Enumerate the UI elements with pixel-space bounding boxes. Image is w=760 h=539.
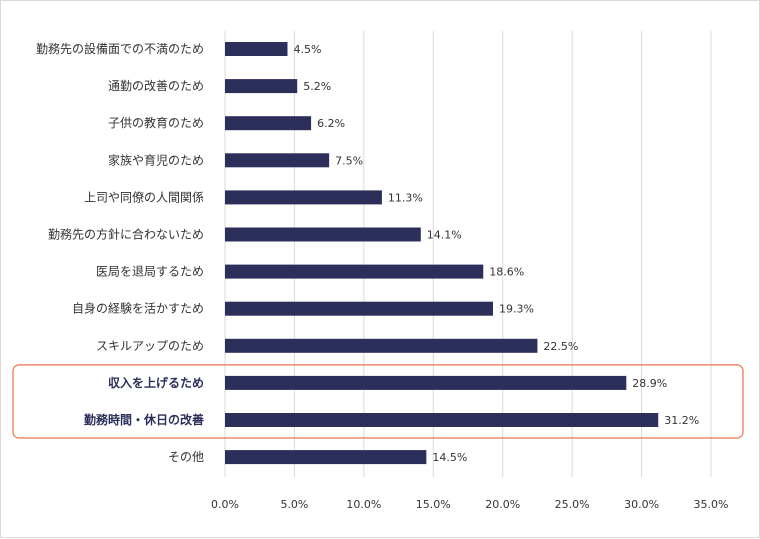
- x-tick-label: 25.0%: [555, 498, 590, 511]
- value-label: 18.6%: [489, 266, 524, 279]
- bar: [225, 375, 627, 390]
- value-label: 7.5%: [335, 154, 363, 167]
- bar: [225, 338, 538, 353]
- x-tick-label: 15.0%: [416, 498, 451, 511]
- category-label: 通勤の改善のため: [108, 78, 204, 93]
- x-tick-label: 35.0%: [694, 498, 729, 511]
- bar: [225, 190, 382, 205]
- category-label: 自身の経験を活かすため: [72, 301, 204, 316]
- bars: [225, 42, 659, 465]
- category-label: 医局を退局するため: [96, 265, 204, 279]
- x-tick-label: 0.0%: [211, 498, 239, 511]
- bar: [225, 116, 312, 131]
- category-label: 勤務時間・休日の改善: [84, 412, 204, 427]
- value-label: 4.5%: [293, 43, 321, 56]
- bar: [225, 153, 330, 168]
- highlight-box: [12, 364, 744, 439]
- value-label: 22.5%: [543, 340, 578, 353]
- value-label: 14.1%: [427, 229, 462, 242]
- bar: [225, 264, 484, 279]
- category-label: 収入を上げるため: [108, 375, 204, 390]
- value-label: 28.9%: [632, 377, 667, 390]
- gridlines: [224, 31, 712, 477]
- x-axis-tick-labels: 0.0% 5.0% 10.0% 15.0% 20.0% 25.0% 30.0% 35.0%: [211, 498, 728, 511]
- category-label: その他: [168, 450, 204, 464]
- x-tick-label: 30.0%: [624, 498, 659, 511]
- category-label: 子供の教育のため: [108, 115, 204, 130]
- bar: [225, 42, 288, 56]
- bar: [225, 301, 493, 316]
- bar: [225, 79, 298, 94]
- category-label: スキルアップのため: [96, 339, 204, 353]
- category-labels: 勤務先の設備面での不満のため通勤の改善のため子供の教育のため家族や育児のため上司…: [36, 41, 204, 464]
- value-label: 11.3%: [388, 191, 423, 204]
- highlight-box-outline: [12, 364, 744, 439]
- category-label: 上司や同僚の人間関係: [84, 189, 204, 204]
- value-label: 6.2%: [317, 117, 345, 130]
- x-tick-label: 20.0%: [485, 498, 520, 511]
- value-label: 19.3%: [499, 303, 534, 316]
- category-label: 勤務先の方針に合わないため: [48, 227, 204, 242]
- value-label: 5.2%: [303, 80, 331, 93]
- category-label: 勤務先の設備面での不満のため: [36, 41, 204, 56]
- bar: [225, 413, 659, 427]
- bar: [225, 227, 421, 242]
- value-labels: 4.5% 5.2% 6.2% 7.5% 11.3% 14.1% 18.6% 19.3% 22.5…: [293, 43, 699, 464]
- x-tick-label: 5.0%: [280, 498, 308, 511]
- bar: [225, 450, 427, 465]
- category-label: 家族や育児のため: [108, 152, 204, 167]
- value-label: 31.2%: [664, 414, 699, 427]
- x-tick-label: 10.0%: [346, 498, 381, 511]
- value-label: 14.5%: [432, 451, 467, 464]
